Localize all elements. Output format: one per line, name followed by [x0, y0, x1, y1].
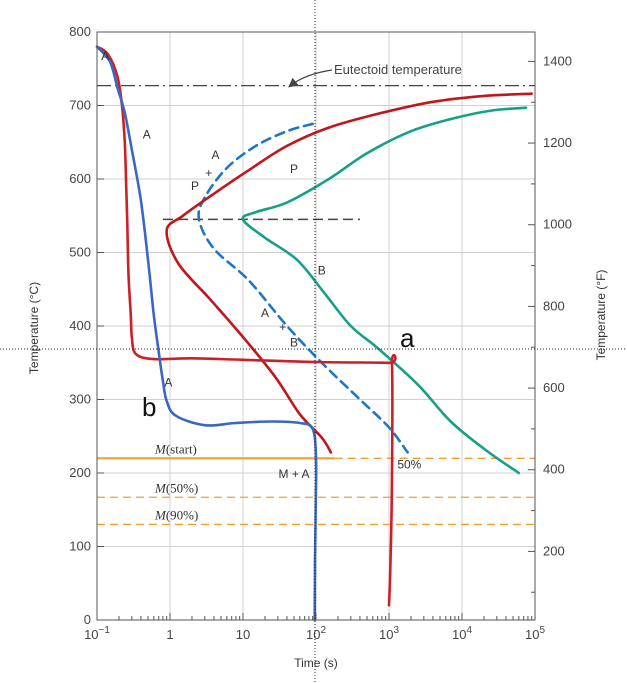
x-tick-label-3: 102 [306, 625, 326, 642]
y-right-tick-label-4: 1000 [543, 217, 572, 232]
x-tick-label-1: 1 [166, 627, 173, 642]
letter-b: b [142, 392, 156, 422]
eutectoid-label: Eutectoid temperature [334, 62, 462, 77]
y-tick-label-3: 300 [69, 392, 91, 407]
y-tick-label-2: 200 [69, 465, 91, 480]
frame-layer: 0 100 200 300 400 500 600 700 800 200 400 600 800 100… [69, 24, 572, 642]
y-tick-label-8: 800 [69, 24, 91, 39]
region-label-0: A [101, 49, 109, 63]
region-label-6: B [318, 264, 326, 278]
y-tick-label-0: 0 [84, 612, 91, 627]
series-start_curve [241, 106, 528, 475]
series-cooling_curve_a [95, 45, 397, 607]
x-tick-label-4: 103 [379, 625, 399, 642]
y-right-tick-label-5: 1200 [543, 135, 572, 150]
x-tick-label-2: 10 [236, 627, 250, 642]
series-fifty_percent_curve [197, 122, 409, 454]
region-label-9: B [290, 336, 298, 350]
y-right-tick-label-1: 400 [543, 462, 565, 477]
series-finish_curve [165, 92, 533, 454]
isotherm-label-M_start: M(start) [154, 441, 197, 456]
isotherm-label-M_90: M(90%) [154, 507, 198, 522]
region-label-11: M + A [279, 467, 310, 481]
region-label-10: A [164, 375, 172, 389]
region-label-7: A [261, 306, 269, 320]
x-tick-label-0: 10−1 [84, 625, 110, 642]
y-right-tick-label-3: 800 [543, 298, 565, 313]
region-label-5: P [290, 162, 298, 176]
region-label-4: + [205, 166, 212, 180]
region-label-3: A [211, 148, 219, 162]
y-right-tick-label-2: 600 [543, 380, 565, 395]
y-tick-label-6: 600 [69, 171, 91, 186]
x-tick-label-6: 105 [525, 625, 545, 642]
region-label-12: 50% [397, 458, 421, 472]
isotherm-layer [97, 69, 535, 526]
y-right-tick-label-6: 1400 [543, 53, 572, 68]
y-right-tick-label-0: 200 [543, 543, 565, 558]
x-axis-label: Time (s) [294, 656, 338, 670]
region-label-2: P [191, 179, 199, 193]
region-label-1: A [143, 128, 151, 142]
y-tick-label-7: 700 [69, 98, 91, 113]
isotherm-label-M_50: M(50%) [154, 480, 198, 495]
x-tick-label-5: 104 [452, 625, 472, 642]
letter-a: a [400, 323, 415, 353]
y-tick-label-1: 100 [69, 539, 91, 554]
eutectoid-arrow [288, 69, 333, 88]
y-axis-label: Temperature (°C) [27, 282, 41, 374]
y-tick-label-4: 400 [69, 318, 91, 333]
region-label-8: + [279, 320, 286, 334]
y-tick-label-5: 500 [69, 245, 91, 260]
series-layer [95, 45, 533, 622]
series-cooling_curve_b [95, 45, 318, 622]
y-axis-right-label: Temperature (°F) [594, 270, 608, 361]
